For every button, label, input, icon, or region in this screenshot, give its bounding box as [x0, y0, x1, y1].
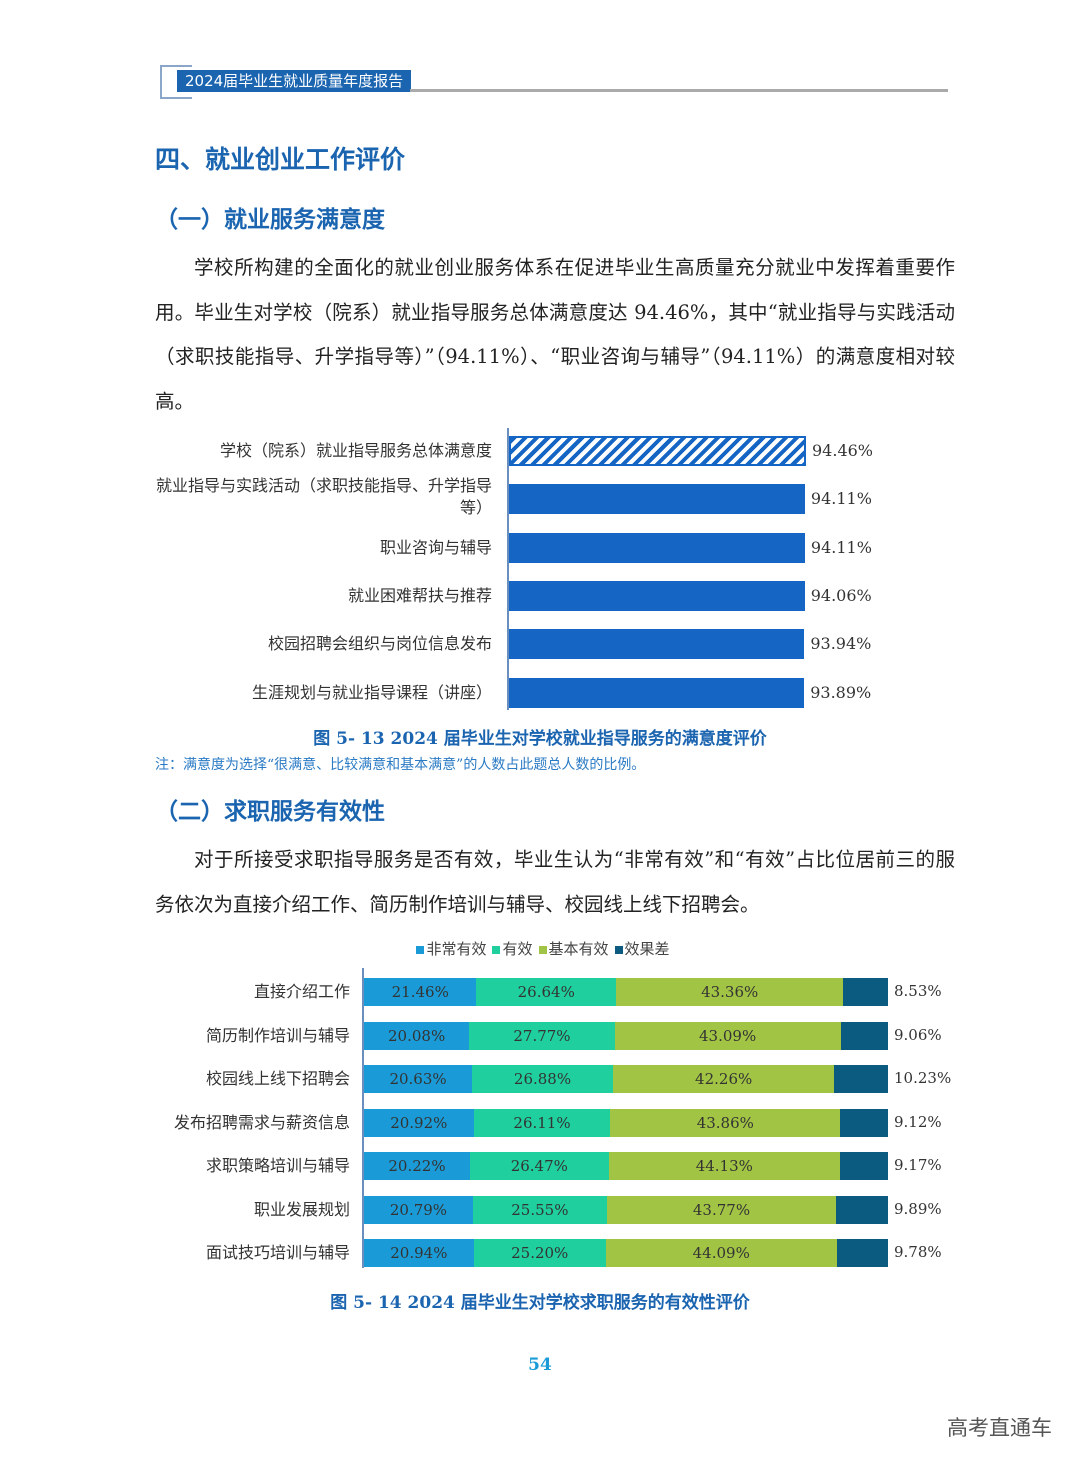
chart1-data-label: 94.06%	[810, 585, 872, 605]
chart2-bar-segment: 43.77%	[606, 1195, 837, 1224]
legend-label: 基本有效	[548, 940, 609, 958]
chart2-bar-segment: 26.88%	[472, 1065, 613, 1093]
chart2-bar-segment	[843, 978, 888, 1006]
chart1-data-label: 93.89%	[810, 682, 872, 702]
legend-swatch	[416, 946, 425, 954]
chart1-category-label: 生涯规划与就业指导课程（讲座）	[251, 682, 492, 702]
chart1-data-label: 94.11%	[810, 489, 872, 509]
chart2-bar-segment	[836, 1239, 888, 1267]
legend-swatch	[614, 946, 623, 954]
chart2-legend: 非常有效 有效 基本有效 效果差	[0, 938, 1080, 959]
chart1-category-label: 学校（院系）就业指导服务总体满意度	[219, 441, 492, 460]
chart2-category-label: 求职策略培训与辅导	[205, 1156, 350, 1175]
chart1-category-label: 校园招聘会组织与岗位信息发布	[267, 634, 492, 654]
header-title: 2024届毕业生就业质量年度报告	[177, 70, 412, 92]
page-number: 54	[528, 1355, 552, 1375]
chart2-bar-segment: 26.11%	[473, 1108, 611, 1137]
header-rule	[410, 89, 948, 92]
chart1-bar	[509, 532, 805, 563]
chart2-data-label: 9.89%	[894, 1199, 942, 1218]
chart2-data-label: 10.23%	[894, 1069, 952, 1087]
chart2-bar-segment	[834, 1065, 888, 1093]
chart2-category-label: 简历制作培训与辅导	[205, 1025, 350, 1045]
chart2-bar-segment: 43.86%	[610, 1108, 841, 1137]
subsection-title-2: （二）求职服务有效性	[155, 799, 385, 825]
chart2-caption: 图 5- 14 2024 届毕业生对学校求职服务的有效性评价	[330, 1293, 750, 1313]
chart2-category-label: 发布招聘需求与薪资信息	[173, 1112, 350, 1132]
chart1-category-label: 就业指导与实践活动（求职技能指导、升学指导等）	[155, 476, 492, 518]
chart1-data-label: 94.46%	[812, 441, 874, 460]
chart2-data-label: 8.53%	[894, 982, 942, 1000]
chart2-data-label: 9.17%	[894, 1156, 942, 1174]
chart2-bar-segment: 27.77%	[469, 1021, 615, 1050]
chart1-bar	[509, 629, 805, 660]
chart2-bar-segment: 20.92%	[364, 1108, 474, 1137]
chart1-bar	[509, 677, 805, 708]
legend-swatch	[538, 946, 547, 954]
chart2-bar-segment: 42.26%	[612, 1065, 835, 1093]
chart2-bar-segment: 26.47%	[469, 1152, 609, 1180]
paragraph-1: 学校所构建的全面化的就业创业服务体系在促进毕业生高质量充分就业中发挥着重要作用。…	[155, 256, 955, 413]
chart1-axis	[507, 428, 509, 710]
chart2-bar-segment: 44.09%	[605, 1239, 837, 1267]
chart2-data-label: 9.12%	[894, 1112, 942, 1131]
chart2-data-label: 9.06%	[894, 1025, 942, 1044]
chart2-bar-segment: 21.46%	[364, 978, 477, 1006]
chart2-bar-segment	[840, 1108, 888, 1137]
chart2-bar-segment	[840, 1021, 888, 1050]
chart2-bar-segment: 43.09%	[614, 1021, 841, 1050]
chart1-data-label: 94.11%	[810, 537, 872, 557]
chart2-bar-segment: 25.55%	[472, 1195, 607, 1224]
chart2-category-label: 直接介绍工作	[253, 982, 350, 1001]
chart1-caption: 图 5- 13 2024 届毕业生对学校就业指导服务的满意度评价	[313, 729, 767, 749]
chart2-category-label: 职业发展规划	[253, 1199, 350, 1219]
chart2-bar-segment: 20.08%	[364, 1021, 470, 1050]
header-frame	[160, 65, 192, 99]
chart2-bar-segment: 20.63%	[364, 1065, 473, 1093]
section-title: 四、就业创业工作评价	[155, 145, 406, 174]
chart2-data-label: 9.78%	[894, 1243, 942, 1261]
chart1-bar	[509, 484, 805, 515]
chart1-category-label: 职业咨询与辅导	[379, 537, 492, 557]
chart2-bar-segment: 25.20%	[473, 1239, 606, 1267]
subsection-title-1: （一）就业服务满意度	[155, 207, 385, 233]
legend-label: 非常有效	[426, 940, 487, 958]
chart2-bar-segment: 20.79%	[364, 1195, 473, 1224]
chart1-bar	[509, 580, 805, 611]
legend-swatch	[492, 946, 501, 954]
watermark: 高考直通车	[947, 1416, 1052, 1440]
chart2-bar-segment	[839, 1152, 888, 1180]
chart2-bar-segment: 20.22%	[364, 1152, 470, 1180]
chart2-bar-segment: 20.94%	[364, 1239, 474, 1267]
legend-label: 有效	[502, 940, 533, 958]
chart2-bar-segment	[836, 1195, 888, 1224]
chart1-category-label: 就业困难帮扶与推荐	[347, 585, 492, 605]
chart1-note: 注：满意度为选择“很满意、比较满意和基本满意”的人数占此题总人数的比例。	[155, 757, 646, 773]
legend-label: 效果差	[624, 940, 670, 958]
chart2-category-label: 校园线上线下招聘会	[205, 1069, 350, 1088]
chart2-bar-segment: 26.64%	[476, 978, 617, 1006]
chart2-category-label: 面试技巧培训与辅导	[205, 1243, 350, 1262]
chart1-bar	[509, 436, 806, 466]
chart2-bar-segment: 44.13%	[608, 1152, 840, 1180]
paragraph-2: 对于所接受求职指导服务是否有效，毕业生认为“非常有效”和“有效”占比位居前三的服…	[155, 848, 955, 916]
chart2-axis	[362, 968, 364, 1268]
chart1-data-label: 93.94%	[810, 634, 872, 654]
chart2-bar-segment: 43.36%	[616, 978, 844, 1006]
